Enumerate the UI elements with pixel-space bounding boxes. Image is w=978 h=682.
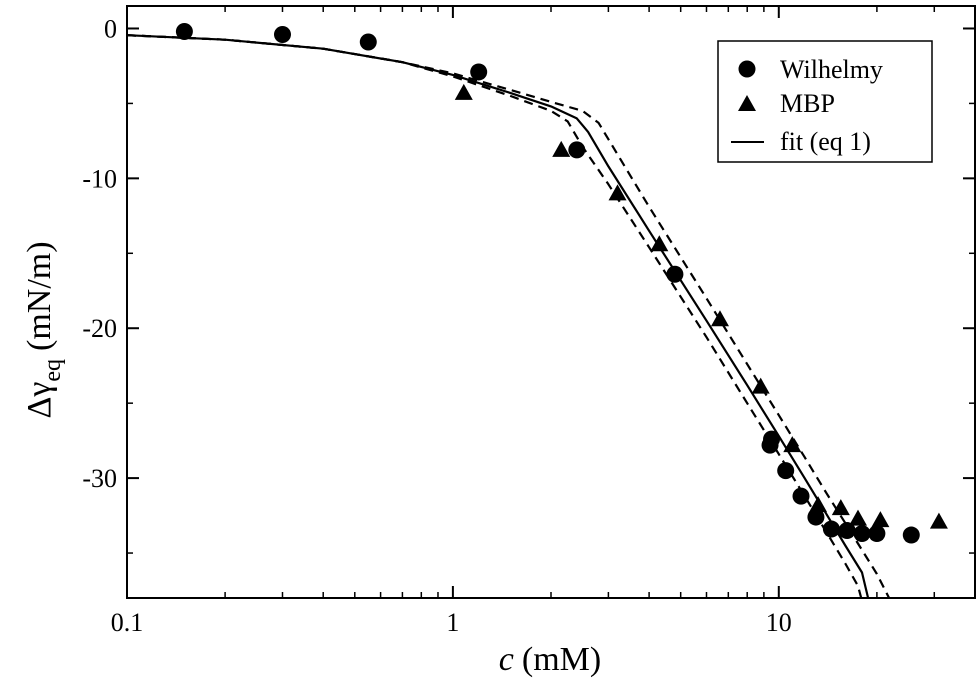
mbp-point bbox=[871, 511, 890, 528]
y-axis-label-sub: eq bbox=[40, 359, 66, 382]
wilhelmy-point bbox=[838, 522, 856, 540]
x-tick-label: 1 bbox=[446, 608, 459, 637]
wilhelmy-point bbox=[777, 462, 795, 480]
y-tick-label: 0 bbox=[104, 14, 117, 43]
legend-label-wilhelmy: Wilhelmy bbox=[780, 55, 883, 84]
wilhelmy-point bbox=[273, 25, 291, 43]
legend-label-mbp: MBP bbox=[780, 89, 835, 118]
wilhelmy-point bbox=[792, 487, 810, 505]
mbp-point bbox=[552, 140, 571, 157]
mbp-point bbox=[783, 436, 802, 453]
data-markers bbox=[175, 22, 948, 544]
y-axis-label-main: Δγ bbox=[21, 382, 58, 419]
mbp-point bbox=[848, 509, 867, 526]
legend: Wilhelmy MBP fit (eq 1) bbox=[717, 40, 933, 163]
wilhelmy-point bbox=[902, 526, 920, 544]
x-tick-label: 0.1 bbox=[111, 608, 144, 637]
y-axis-label: Δγeq (mN/m) bbox=[21, 241, 66, 418]
x-axis-label-unit: (mM) bbox=[522, 641, 601, 678]
wilhelmy-point bbox=[470, 63, 488, 81]
wilhelmy-point bbox=[175, 22, 193, 40]
mbp-point bbox=[929, 512, 948, 529]
mbp-point bbox=[650, 235, 669, 252]
wilhelmy-point bbox=[853, 525, 871, 543]
x-axis-label-var: c bbox=[499, 641, 514, 678]
y-tick-label: -20 bbox=[82, 314, 117, 343]
wilhelmy-point bbox=[359, 33, 377, 51]
wilhelmy-point bbox=[761, 436, 779, 454]
wilhelmy-point bbox=[666, 265, 684, 283]
wilhelmy-point bbox=[568, 141, 586, 159]
plot-frame bbox=[126, 5, 976, 599]
mbp-point bbox=[809, 496, 828, 513]
mbp-point bbox=[751, 377, 770, 394]
y-axis-label-unit: (mN/m) bbox=[21, 241, 58, 351]
mbp-point bbox=[454, 83, 473, 100]
wilhelmy-point bbox=[807, 508, 825, 526]
legend-label-fit: fit (eq 1) bbox=[780, 127, 871, 156]
wilhelmy-point bbox=[868, 525, 886, 543]
wilhelmy-point bbox=[822, 520, 840, 538]
x-axis-label: c (mM) bbox=[499, 641, 601, 678]
legend-marker-triangle bbox=[738, 95, 756, 111]
mbp-point bbox=[608, 184, 627, 201]
legend-marker-circle bbox=[738, 60, 756, 78]
x-tick-label: 10 bbox=[766, 608, 792, 637]
mbp-point bbox=[710, 310, 729, 327]
y-tick-label: -10 bbox=[82, 164, 117, 193]
y-tick-label: -30 bbox=[82, 464, 117, 493]
mbp-point bbox=[831, 499, 850, 516]
